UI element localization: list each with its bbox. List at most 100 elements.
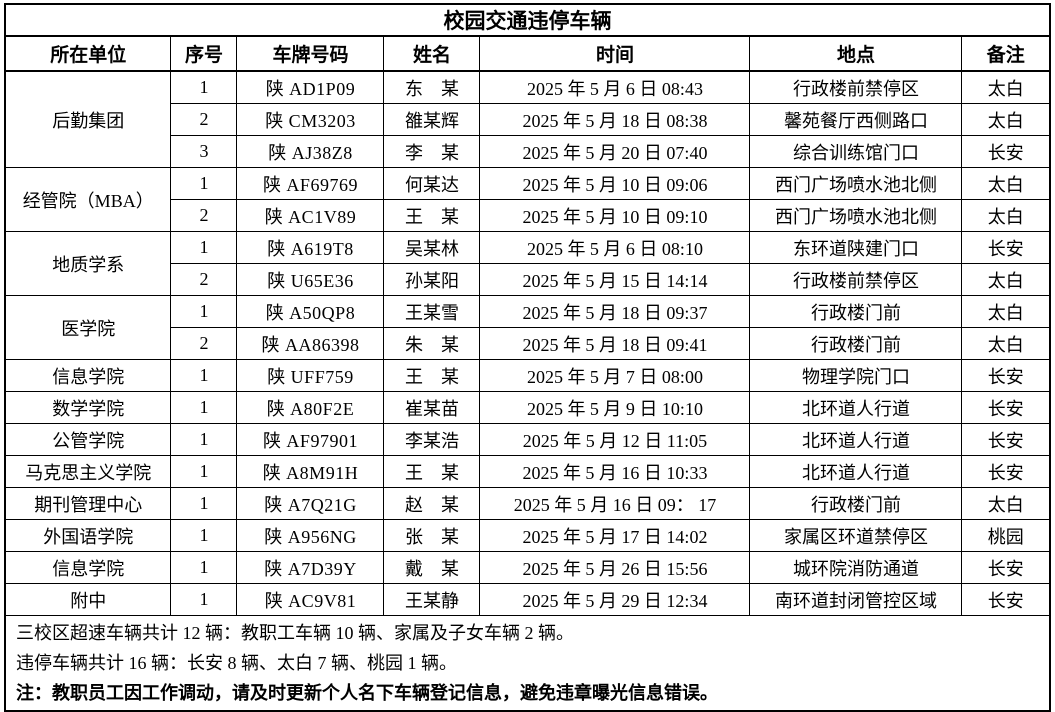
seq-cell: 1 (170, 519, 238, 552)
campus-cell: 太白 (961, 327, 1051, 360)
campus-cell: 长安 (961, 135, 1051, 168)
unit-cell: 地质学系 (4, 231, 172, 296)
plate-cell: 陕 AC1V89 (236, 199, 385, 232)
unit-cell: 后勤集团 (4, 70, 172, 168)
name-cell: 王 某 (383, 455, 481, 488)
plate-cell: 陕 AF97901 (236, 423, 385, 456)
campus-cell: 长安 (961, 423, 1051, 456)
summary-speeding-line: 三校区超速车辆共计 12 辆：教职工车辆 10 辆、家属及子女车辆 2 辆。 (15, 623, 574, 643)
unit-cell: 信息学院 (4, 359, 172, 392)
table-row: 医学院 1 陕 A50QP8 王某雪 2025 年 5 月 18 日 09:37 行政楼门… (4, 295, 1051, 360)
table-row: 数学学院 1 陕 A80F2E 崔某苗 2025 年 5 月 9 日 10:10 北环道人… (4, 391, 1051, 424)
time-cell: 2025 年 5 月 16 日 09： 17 (479, 487, 751, 520)
seq-cell: 1 (170, 359, 238, 392)
name-cell: 李某浩 (383, 423, 481, 456)
place-cell: 北环道人行道 (749, 455, 963, 488)
plate-cell: 陕 AF69769 (236, 167, 385, 200)
name-cell: 戴 某 (383, 551, 481, 584)
place-cell: 城环院消防通道 (749, 551, 963, 584)
plate-cell: 陕 A7D39Y (236, 551, 385, 584)
campus-cell: 太白 (961, 167, 1051, 200)
name-cell: 王 某 (383, 199, 481, 232)
time-cell: 2025 年 5 月 20 日 07:40 (479, 135, 751, 168)
seq-cell: 1 (170, 295, 238, 328)
plate-cell: 陕 A80F2E (236, 391, 385, 424)
place-cell: 行政楼门前 (749, 295, 963, 328)
place-cell: 北环道人行道 (749, 423, 963, 456)
name-cell: 朱 某 (383, 327, 481, 360)
place-cell: 南环道封闭管控区域 (749, 583, 963, 616)
time-cell: 2025 年 5 月 16 日 10:33 (479, 455, 751, 488)
place-cell: 综合训练馆门口 (749, 135, 963, 168)
time-cell: 2025 年 5 月 6 日 08:10 (479, 231, 751, 264)
place-cell: 行政楼前禁停区 (749, 263, 963, 296)
table-row: 信息学院 1 陕 UFF759 王 某 2025 年 5 月 7 日 08:00 物理学院… (4, 359, 1051, 392)
unit-cell: 医学院 (4, 295, 172, 360)
violation-table-body: 后勤集团 1 陕 AD1P09 东 某 2025 年 5 月 6 日 08:43 行政楼前… (4, 70, 1051, 616)
place-cell: 西门广场喷水池北侧 (749, 167, 963, 200)
place-cell: 家属区环道禁停区 (749, 519, 963, 552)
time-cell: 2025 年 5 月 10 日 09:06 (479, 167, 751, 200)
campus-cell: 长安 (961, 551, 1051, 584)
seq-cell: 1 (170, 423, 238, 456)
time-cell: 2025 年 5 月 9 日 10:10 (479, 391, 751, 424)
table-row: 附中 1 陕 AC9V81 王某静 2025 年 5 月 29 日 12:34 南环道封闭… (4, 583, 1051, 616)
time-cell: 2025 年 5 月 18 日 08:38 (479, 103, 751, 136)
name-cell: 王某静 (383, 583, 481, 616)
seq-cell: 1 (170, 455, 238, 488)
time-cell: 2025 年 5 月 18 日 09:41 (479, 327, 751, 360)
plate-cell: 陕 U65E36 (236, 263, 385, 296)
name-cell: 赵 某 (383, 487, 481, 520)
unit-cell: 马克思主义学院 (4, 455, 172, 488)
plate-cell: 陕 CM3203 (236, 103, 385, 136)
seq-cell: 2 (170, 263, 238, 296)
unit-cell: 公管学院 (4, 423, 172, 456)
plate-cell: 陕 AD1P09 (236, 70, 385, 104)
column-header-time: 时间 (479, 35, 751, 72)
campus-cell: 太白 (961, 295, 1051, 328)
plate-cell: 陕 A7Q21G (236, 487, 385, 520)
place-cell: 行政楼门前 (749, 487, 963, 520)
place-cell: 东环道陕建门口 (749, 231, 963, 264)
seq-cell: 1 (170, 487, 238, 520)
table-row: 公管学院 1 陕 AF97901 李某浩 2025 年 5 月 12 日 11:05 北环… (4, 423, 1051, 456)
name-cell: 王 某 (383, 359, 481, 392)
name-cell: 孙某阳 (383, 263, 481, 296)
seq-cell: 1 (170, 70, 238, 104)
time-cell: 2025 年 5 月 18 日 09:37 (479, 295, 751, 328)
column-header-plate: 车牌号码 (236, 35, 385, 72)
campus-cell: 太白 (961, 70, 1051, 104)
campus-cell: 长安 (961, 391, 1051, 424)
table-row: 信息学院 1 陕 A7D39Y 戴 某 2025 年 5 月 26 日 15:56 城环院… (4, 551, 1051, 584)
table-title-row: 校园交通违停车辆 (4, 3, 1051, 37)
note-line: 注：教职员工因工作调动，请及时更新个人名下车辆登记信息，避免违章曝光信息错误。 (15, 683, 718, 703)
unit-cell: 数学学院 (4, 391, 172, 424)
plate-cell: 陕 A50QP8 (236, 295, 385, 328)
page-title: 校园交通违停车辆 (4, 3, 1051, 37)
plate-cell: 陕 UFF759 (236, 359, 385, 392)
plate-cell: 陕 AA86398 (236, 327, 385, 360)
time-cell: 2025 年 5 月 12 日 11:05 (479, 423, 751, 456)
plate-cell: 陕 AJ38Z8 (236, 135, 385, 168)
place-cell: 行政楼前禁停区 (749, 70, 963, 104)
table-row: 外国语学院 1 陕 A956NG 张 某 2025 年 5 月 17 日 14:02 家属… (4, 519, 1051, 552)
table-row: 地质学系 1 陕 A619T8 吴某林 2025 年 5 月 6 日 08:10 东环道陕… (4, 231, 1051, 296)
table-row: 马克思主义学院 1 陕 A8M91H 王 某 2025 年 5 月 16 日 10:33… (4, 455, 1051, 488)
place-cell: 物理学院门口 (749, 359, 963, 392)
time-cell: 2025 年 5 月 29 日 12:34 (479, 583, 751, 616)
seq-cell: 2 (170, 103, 238, 136)
seq-cell: 1 (170, 551, 238, 584)
campus-cell: 长安 (961, 359, 1051, 392)
table-row: 经管院（MBA） 1 陕 AF69769 何某达 2025 年 5 月 10 日 09:… (4, 167, 1051, 232)
campus-cell: 长安 (961, 583, 1051, 616)
name-cell: 王某雪 (383, 295, 481, 328)
plate-cell: 陕 A956NG (236, 519, 385, 552)
name-cell: 崔某苗 (383, 391, 481, 424)
plate-cell: 陕 A619T8 (236, 231, 385, 264)
place-cell: 北环道人行道 (749, 391, 963, 424)
time-cell: 2025 年 5 月 26 日 15:56 (479, 551, 751, 584)
